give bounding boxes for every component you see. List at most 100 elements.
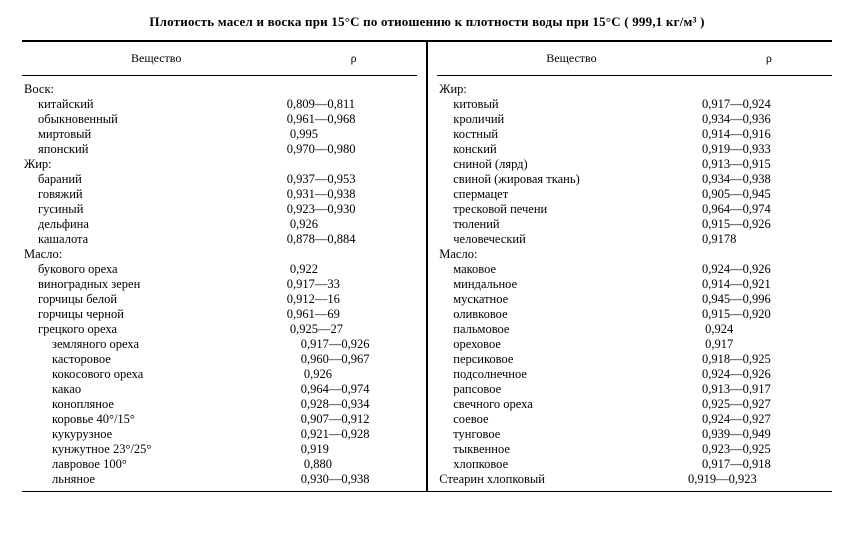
density-cell: 0,923—0,925 xyxy=(698,442,852,457)
density-cell: 0,961—0,968 xyxy=(283,112,437,127)
substance-cell: ореховое xyxy=(437,337,698,352)
substance-cell: Воск: xyxy=(22,82,269,97)
substance-cell: японский xyxy=(22,142,283,157)
density-cell: 0,937—0,953 xyxy=(283,172,437,187)
density-cell: 0,995 xyxy=(283,127,437,142)
substance-cell: виноградных зерен xyxy=(22,277,283,292)
table-row: мускатное0,945—0,996 xyxy=(437,292,832,307)
substance-cell: Жир: xyxy=(22,157,269,172)
substance-cell: конопляное xyxy=(22,397,297,412)
table-row: человеческий0,9178 xyxy=(437,232,832,247)
substance-cell: касторовое xyxy=(22,352,297,367)
header-substance: Вещество xyxy=(437,51,705,66)
density-cell: 0,924—0,927 xyxy=(698,412,852,427)
substance-cell: Жир: xyxy=(437,82,684,97)
substance-cell: лавровое 100° xyxy=(22,457,297,472)
table-row: горчицы белой0,912—16 xyxy=(22,292,417,307)
left-body: Воск:китайский0,809—0,811обыкновенный0,9… xyxy=(22,76,417,491)
substance-cell: дельфина xyxy=(22,217,283,232)
table-row: льняное0,930—0,938 xyxy=(22,472,417,487)
table-row: лавровое 100° 0,880 xyxy=(22,457,417,472)
table-row: касторовое0,960—0,967 xyxy=(22,352,417,367)
table-row: грецкого ореха 0,925—27 xyxy=(22,322,417,337)
density-cell: 0,9178 xyxy=(698,232,852,247)
right-column: Вещество ρ Жир:китовый0,917—0,924кроличи… xyxy=(426,42,832,491)
table-row: конский0,919—0,933 xyxy=(437,142,832,157)
substance-cell: маковое xyxy=(437,262,698,277)
right-body: Жир:китовый0,917—0,924кроличий0,934—0,93… xyxy=(437,76,832,491)
table-row: букового ореха 0,922 xyxy=(22,262,417,277)
density-cell: 0,905—0,945 xyxy=(698,187,852,202)
substance-cell: Стеарин хлопковый xyxy=(437,472,684,487)
substance-cell: конский xyxy=(437,142,698,157)
table-row: Жир: xyxy=(437,82,832,97)
table-row: Стеарин хлопковый0,919—0,923 xyxy=(437,472,832,487)
density-cell: 0,913—0,915 xyxy=(698,157,852,172)
density-cell: 0,961—69 xyxy=(283,307,437,322)
table-row: земляного ореха0,917—0,926 xyxy=(22,337,417,352)
density-cell: 0,914—0,921 xyxy=(698,277,852,292)
table-row: китайский0,809—0,811 xyxy=(22,97,417,112)
density-cell: 0,934—0,936 xyxy=(698,112,852,127)
substance-cell: кроличий xyxy=(437,112,698,127)
density-cell: 0,922 xyxy=(283,262,437,277)
table-row: сниной (лярд)0,913—0,915 xyxy=(437,157,832,172)
density-cell: 0,917—0,924 xyxy=(698,97,852,112)
table-row: обыкновенный0,961—0,968 xyxy=(22,112,417,127)
density-cell: 0,919—0,933 xyxy=(698,142,852,157)
substance-cell: Масло: xyxy=(22,247,269,262)
density-cell: 0,923—0,930 xyxy=(283,202,437,217)
table-row: кашалота0,878—0,884 xyxy=(22,232,417,247)
density-table: Вещество ρ Воск:китайский0,809—0,811обык… xyxy=(22,40,832,492)
density-cell: 0,964—0,974 xyxy=(698,202,852,217)
table-row: дельфина 0,926 xyxy=(22,217,417,232)
table-row: кукурузное0,921—0,928 xyxy=(22,427,417,442)
density-cell: 0,945—0,996 xyxy=(698,292,852,307)
substance-cell: коровье 40°/15° xyxy=(22,412,297,427)
density-cell: 0,924 xyxy=(698,322,852,337)
table-row: Воск: xyxy=(22,82,417,97)
table-columns: Вещество ρ Воск:китайский0,809—0,811обык… xyxy=(22,42,832,491)
table-row: кроличий0,934—0,936 xyxy=(437,112,832,127)
table-row: конопляное0,928—0,934 xyxy=(22,397,417,412)
substance-cell: свечного ореха xyxy=(437,397,698,412)
table-row: хлопковое0,917—0,918 xyxy=(437,457,832,472)
substance-cell: мускатное xyxy=(437,292,698,307)
substance-cell: персиковое xyxy=(437,352,698,367)
table-row: кунжутное 23°/25°0,919 xyxy=(22,442,417,457)
density-cell xyxy=(269,157,423,172)
substance-cell: тресковой печени xyxy=(437,202,698,217)
substance-cell: хлопковое xyxy=(437,457,698,472)
substance-cell: кукурузное xyxy=(22,427,297,442)
header-rho: ρ xyxy=(706,51,832,66)
table-row: виноградных зерен0,917—33 xyxy=(22,277,417,292)
table-row: пальмовое 0,924 xyxy=(437,322,832,337)
header-rho: ρ xyxy=(290,51,416,66)
substance-cell: сниной (лярд) xyxy=(437,157,698,172)
table-row: Масло: xyxy=(22,247,417,262)
substance-cell: миртовый xyxy=(22,127,283,142)
density-cell: 0,924—0,926 xyxy=(698,367,852,382)
density-cell: 0,917—33 xyxy=(283,277,437,292)
substance-cell: китовый xyxy=(437,97,698,112)
table-row: кокосового ореха 0,926 xyxy=(22,367,417,382)
table-row: спермацет0,905—0,945 xyxy=(437,187,832,202)
table-row: свечного ореха0,925—0,927 xyxy=(437,397,832,412)
substance-cell: обыкновенный xyxy=(22,112,283,127)
substance-cell: бараний xyxy=(22,172,283,187)
table-row: ореховое 0,917 xyxy=(437,337,832,352)
density-cell: 0,939—0,949 xyxy=(698,427,852,442)
table-row: тюлений0,915—0,926 xyxy=(437,217,832,232)
density-cell: 0,915—0,926 xyxy=(698,217,852,232)
density-cell: 0,878—0,884 xyxy=(283,232,437,247)
density-cell xyxy=(684,82,838,97)
density-cell: 0,919—0,923 xyxy=(684,472,838,487)
substance-cell: тунговое xyxy=(437,427,698,442)
density-cell: 0,914—0,916 xyxy=(698,127,852,142)
substance-cell: говяжий xyxy=(22,187,283,202)
substance-cell: Масло: xyxy=(437,247,684,262)
substance-cell: пальмовое xyxy=(437,322,698,337)
substance-cell: китайский xyxy=(22,97,283,112)
substance-cell: горчицы белой xyxy=(22,292,283,307)
table-row: гусиный0,923—0,930 xyxy=(22,202,417,217)
